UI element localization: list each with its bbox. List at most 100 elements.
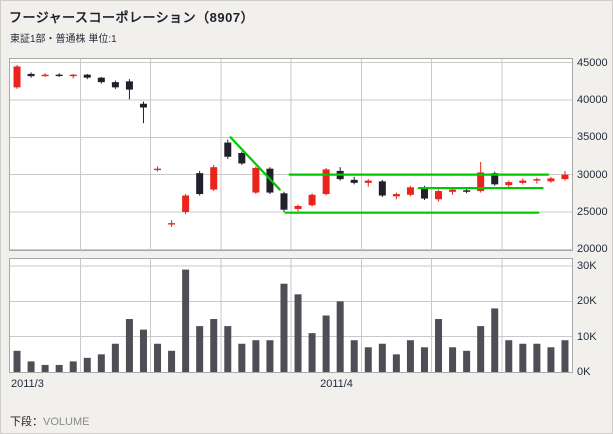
volume-bar [435,319,443,372]
candle-up [294,205,302,209]
candle-down [224,142,232,157]
volume-bar [27,361,35,372]
volume-bar [420,347,428,372]
volume-bar [111,343,119,372]
page-subtitle: 東証1部・普通株 単位:1 [10,34,117,45]
volume-bar [13,350,21,372]
price-axis-label: 40000 [577,94,608,107]
volume-bar [561,340,569,372]
volume-bar [266,340,274,372]
volume-bar [449,347,457,372]
volume-bar [252,340,260,372]
candle-down [196,173,204,195]
volume-bar [139,329,147,372]
candle-down [420,188,428,199]
candle-up [154,168,162,171]
price-chart-pane [9,58,573,251]
volume-bar [491,308,499,372]
candle-down [463,190,471,192]
date-axis-label: 2011/4 [320,378,353,390]
volume-bar [83,357,91,372]
volume-bar [322,315,330,372]
price-candlestick-chart [10,59,572,250]
page-title: フージャースコーポレーション（8907） [9,10,255,25]
volume-bar [477,326,485,372]
volume-bar [55,364,63,372]
volume-bar [69,361,77,372]
candle-down [111,82,119,88]
volume-bar [519,343,527,372]
price-axis-label: 35000 [577,131,608,144]
candle-up [308,194,316,206]
volume-bar [280,283,288,372]
candle-up [322,169,330,195]
volume-bar [196,326,204,372]
volume-bar [125,319,133,372]
candle-up [519,180,527,183]
volume-bar [505,340,513,372]
volume-bar [294,294,302,372]
candle-down [139,103,147,108]
price-axis-label: 25000 [577,205,608,218]
candle-down [83,74,91,78]
candle-up [252,167,260,193]
candle-up [505,182,513,186]
candle-down [125,81,133,90]
volume-bar [224,326,232,372]
volume-bar [168,350,176,372]
volume-bar [463,350,471,372]
volume-bar [154,343,162,372]
candle-up [210,167,218,190]
candle-down [491,173,499,185]
volume-bar [547,347,555,372]
volume-axis-label: 10K [577,330,597,343]
candle-up [561,174,569,180]
candle-down [27,73,35,77]
volume-bar [41,364,49,372]
candle-down [280,193,288,210]
volume-chart-pane [9,258,573,373]
volume-bar [392,354,400,372]
candle-up [477,172,485,192]
candle-up [13,66,21,88]
volume-axis-label: 0K [577,366,591,378]
volume-bar [350,340,358,372]
candle-up [449,189,457,192]
candle-up [392,194,400,197]
trend-line [229,136,281,191]
candle-up [69,74,77,77]
volume-axis-label: 30K [577,260,597,273]
price-axis-label: 30000 [577,168,608,181]
volume-axis-label: 20K [577,295,597,308]
volume-bar [336,301,344,372]
footer-label: 下段： [10,416,43,428]
candle-up [41,74,49,77]
volume-bar [210,319,218,372]
candle-up [364,180,372,183]
candle-down [350,179,358,183]
candle-up [533,179,541,181]
candle-up [406,187,414,195]
candle-down [97,77,105,83]
candle-up [435,191,443,200]
candle-down [55,74,63,77]
volume-bar [533,343,541,372]
volume-bar [378,343,386,372]
footer: 下段：VOLUME [10,413,89,429]
price-axis-label: 20000 [577,243,608,256]
volume-bar [406,340,414,372]
candle-down [378,181,386,196]
volume-bar [97,354,105,372]
volume-bar [238,343,246,372]
candle-up [168,223,176,225]
volume-bar-chart [10,259,572,372]
candle-up [547,178,555,182]
candle-up [182,195,190,212]
volume-bar [308,333,316,372]
candle-down [238,153,246,164]
date-axis-label: 2011/3 [11,378,44,390]
footer-value: VOLUME [43,416,90,428]
volume-bar [364,347,372,372]
price-axis-label: 45000 [577,56,608,69]
